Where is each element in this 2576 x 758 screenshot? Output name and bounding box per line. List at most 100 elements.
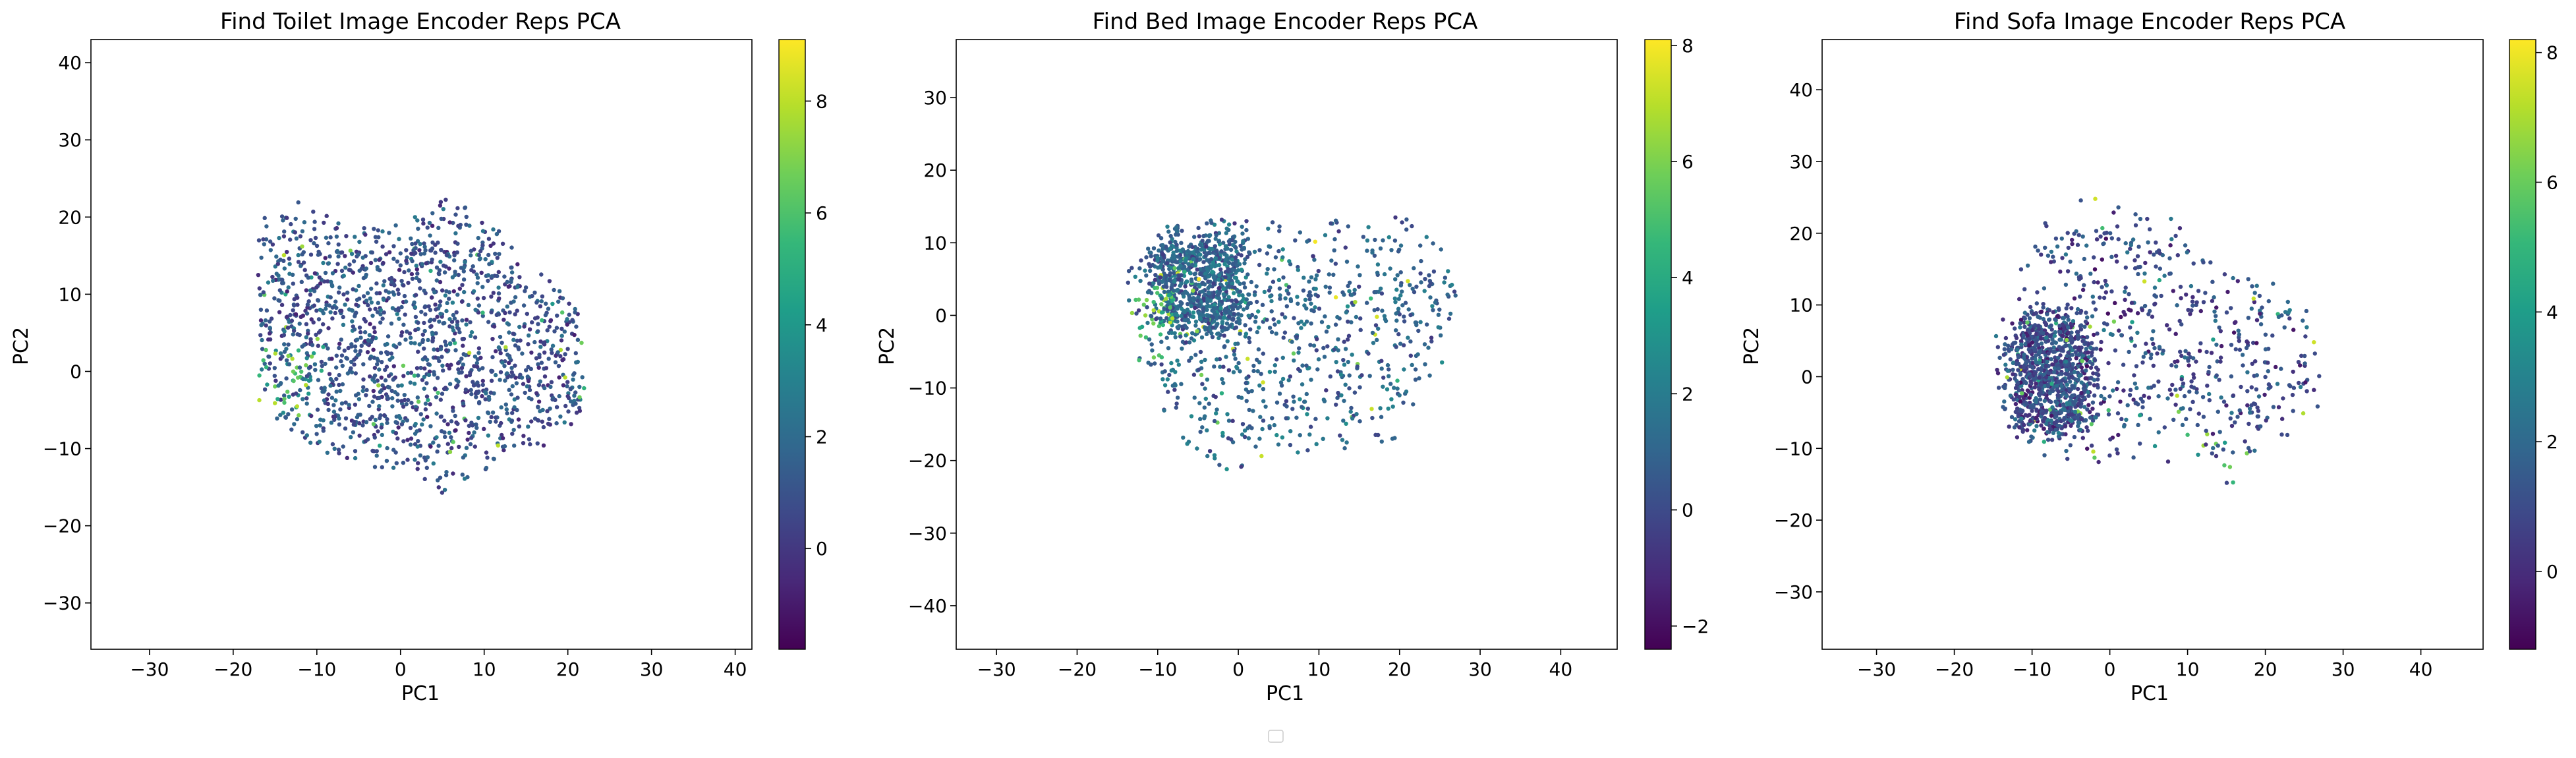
scatter-point [2064,394,2069,399]
scatter-point [2065,231,2070,235]
scatter-point [442,419,447,423]
scatter-point [1166,301,1171,305]
scatter-point [1313,305,1317,310]
scatter-point [2128,325,2132,330]
scatter-point [486,252,491,258]
scatter-point [1164,297,1168,301]
scatter-point [1136,297,1141,302]
scatter-point [398,251,403,256]
scatter-point [357,421,362,426]
scatter-point [535,418,540,423]
scatter-point [2032,428,2037,433]
scatter-point [1164,285,1169,289]
x-tick-label: 10 [2176,658,2200,680]
scatter-point [1203,386,1207,391]
scatter-point [418,252,423,256]
scatter-point [292,303,297,308]
scatter-point [1382,314,1387,318]
scatter-point [373,258,378,262]
scatter-point [459,299,465,304]
scatter-point [297,413,301,418]
scatter-point [480,382,485,388]
scatter-point [384,252,389,256]
scatter-point [461,343,465,348]
scatter-point [2022,324,2027,329]
scatter-point [281,333,287,337]
scatter-point [1253,444,1258,449]
scatter-point [1346,359,1350,364]
scatter-point [349,344,354,349]
scatter-point [2143,260,2148,266]
scatter-point [310,343,315,347]
scatter-point [422,477,427,481]
scatter-point [333,414,337,419]
scatter-point [1197,277,1201,281]
scatter-point [332,446,337,451]
scatter-point [480,314,485,318]
scatter-point [369,300,374,305]
scatter-point [405,329,409,334]
scatter-point [372,227,376,231]
scatter-point [1439,333,1443,337]
scatter-point [2012,425,2017,430]
scatter-point [269,316,274,321]
scatter-point [370,399,375,404]
scatter-point [509,265,514,270]
colorbar-tick-label: 2 [1682,383,1694,405]
scatter-point [2134,386,2139,391]
scatter-point [442,430,447,435]
scatter-point [2039,341,2044,346]
scatter-point [540,318,544,323]
scatter-point [496,443,500,448]
scatter-point [1329,258,1334,263]
scatter-point [2057,424,2062,428]
scatter-point [1314,273,1319,277]
scatter-point [436,390,440,395]
scatter-point [401,404,406,409]
scatter-point [480,285,485,289]
scatter-point [562,420,567,424]
scatter-point [281,281,285,285]
scatter-point [312,271,318,276]
scatter-point [2045,359,2049,364]
scatter-point [1440,360,1445,364]
scatter-point [1424,235,1429,239]
scatter-point [422,241,426,246]
scatter-point [2039,330,2044,335]
scatter-point [1226,239,1232,244]
scatter-point [2175,253,2180,258]
scatter-point [285,314,289,319]
scatter-point [2077,421,2082,425]
scatter-point [1345,304,1350,308]
scatter-point [309,354,314,359]
scatter-point [2116,432,2121,438]
scatter-point [456,361,461,366]
scatter-point [439,248,444,252]
scatter-point [1202,282,1207,287]
scatter-point [1218,364,1222,369]
scatter-point [529,366,533,371]
scatter-point [1261,387,1266,392]
scatter-point [1379,359,1384,363]
scatter-point [376,301,380,305]
colorbar [2509,39,2536,650]
scatter-point [2037,387,2042,392]
scatter-point [463,206,467,210]
scatter-point [1398,243,1404,248]
scatter-point [457,286,462,291]
scatter-point [1308,424,1313,429]
scatter-point [1193,323,1198,328]
scatter-point [355,297,360,303]
scatter-point [456,272,461,277]
scatter-point [1215,407,1219,412]
scatter-point [462,289,467,295]
scatter-point [2102,328,2106,332]
scatter-point [428,402,432,407]
x-tick-label: 20 [1388,658,1412,680]
scatter-point [2028,419,2032,423]
scatter-point [2027,336,2032,341]
scatter-point [1313,239,1318,244]
scatter-point [262,216,267,220]
scatter-point [405,438,410,442]
scatter-point [2092,378,2097,382]
